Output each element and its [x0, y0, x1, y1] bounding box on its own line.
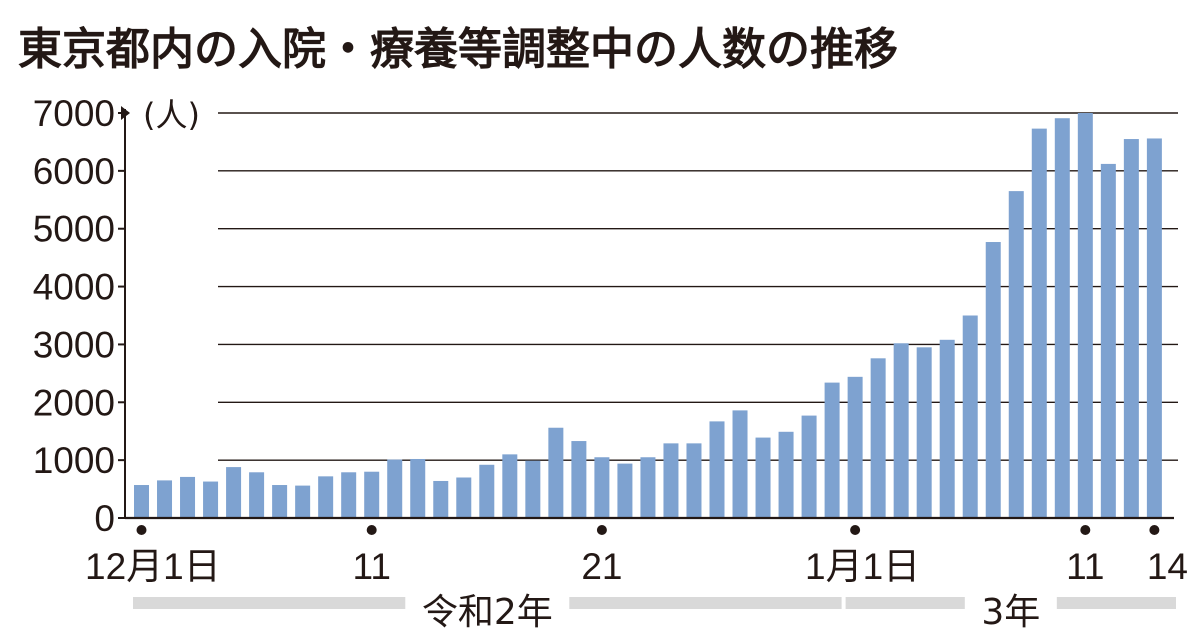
- bar-12-29: [778, 431, 794, 518]
- bar-12-22: [617, 463, 633, 518]
- x-tick-dot: [136, 525, 147, 535]
- bar-12-30: [801, 415, 817, 518]
- bar-12-2: [157, 480, 173, 518]
- bar-12-15: [456, 477, 472, 518]
- bar-12-27: [732, 410, 748, 518]
- bar-12-24: [663, 443, 679, 518]
- bar-1-2: [870, 358, 886, 518]
- bar-1-4: [916, 347, 932, 518]
- bar-12-20: [571, 441, 587, 518]
- y-tick-label: 1000: [33, 440, 115, 481]
- y-axis-arrow: [121, 106, 130, 120]
- bar-12-3: [180, 476, 196, 518]
- bar-12-1: [134, 485, 149, 518]
- bar-12-17: [502, 454, 518, 518]
- era-label-bg: [405, 590, 570, 630]
- bar-1-9: [1031, 128, 1047, 518]
- bar-12-28: [755, 437, 771, 518]
- bar-12-13: [410, 458, 426, 518]
- x-tick-dot: [850, 525, 861, 535]
- y-tick-label: 6000: [33, 151, 115, 192]
- bar-1-8: [1008, 191, 1024, 519]
- y-tick-label: 3000: [33, 324, 115, 365]
- era-label-bg: [964, 590, 1057, 630]
- bar-1-3: [893, 343, 909, 518]
- bar-12-5: [226, 467, 242, 518]
- bar-1-13: [1123, 139, 1139, 519]
- bar-12-31: [824, 382, 840, 518]
- bar-12-19: [548, 427, 564, 518]
- bar-12-18: [525, 460, 541, 518]
- x-tick-label: 21: [581, 546, 622, 587]
- bar-12-16: [479, 464, 495, 518]
- bar-12-10: [341, 472, 357, 518]
- grid-lines: [218, 112, 1178, 461]
- bar-1-14: [1146, 138, 1162, 518]
- y-tick-label: 5000: [33, 209, 115, 250]
- bar-12-26: [709, 421, 725, 518]
- chart-title: 東京都内の入院・療養等調整中の人数の推移: [18, 24, 898, 75]
- bar-12-9: [318, 476, 334, 518]
- era-label: 令和2年: [422, 592, 553, 633]
- x-tick-dot: [1149, 525, 1160, 535]
- y-tick-label: 7000: [33, 93, 115, 134]
- y-tick-label: 0: [94, 498, 115, 539]
- bar-1-11: [1077, 113, 1093, 518]
- bar-1-12: [1100, 163, 1116, 518]
- bar-12-8: [295, 485, 311, 518]
- bar-12-25: [686, 443, 702, 518]
- bar-12-23: [640, 457, 656, 518]
- x-tick-label: 1月1日: [805, 546, 920, 587]
- bar-1-10: [1054, 118, 1070, 519]
- axes: 0 1000 2000 3000 4000 5000 6000 7000 12月1日 11 21 1月…: [33, 93, 1188, 587]
- bar-12-7: [272, 485, 288, 518]
- bar-1-6: [962, 315, 978, 518]
- x-tick-label: 11: [352, 546, 390, 587]
- bar-12-6: [249, 472, 265, 518]
- y-tick-label: 2000: [33, 382, 115, 423]
- bar-1-1: [847, 376, 863, 518]
- bar-12-4: [203, 481, 219, 518]
- y-axis-unit-label: (人): [143, 96, 200, 134]
- x-tick-label: 11: [1066, 546, 1104, 587]
- x-tick-dot: [596, 525, 607, 535]
- bar-12-21: [594, 457, 610, 518]
- x-tick-label: 12月1日: [85, 546, 221, 587]
- x-tick-label: 14: [1147, 546, 1188, 587]
- bar-12-14: [433, 480, 449, 518]
- y-tick-label: 4000: [33, 267, 115, 308]
- bar-1-7: [985, 242, 1001, 518]
- era-label: 3年: [981, 592, 1040, 633]
- bar-12-12: [387, 459, 403, 518]
- bar-12-11: [364, 471, 380, 518]
- era-bands: 令和2年 3年: [133, 590, 1176, 633]
- bar-series: [134, 113, 1162, 519]
- x-tick-dot: [1080, 525, 1091, 535]
- x-tick-dot: [366, 525, 377, 535]
- bar-1-5: [939, 339, 955, 518]
